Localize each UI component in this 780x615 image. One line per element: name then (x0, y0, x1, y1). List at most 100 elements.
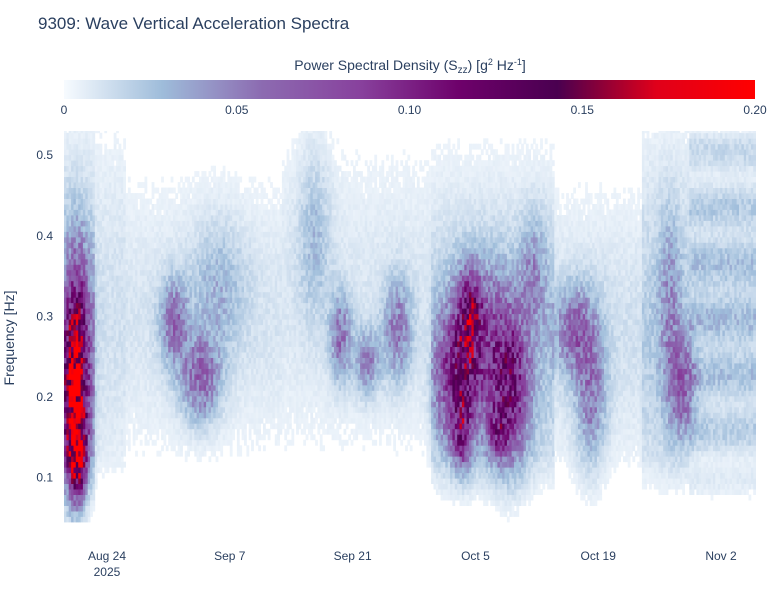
heatmap-cell (213, 275, 216, 282)
heatmap-cell (106, 434, 110, 441)
heatmap-cell (210, 264, 214, 271)
heatmap-cell (248, 231, 252, 238)
heatmap-cell (272, 324, 276, 331)
heatmap-cell (94, 456, 98, 463)
heatmap-cell (213, 445, 216, 452)
heatmap-cell (263, 341, 266, 347)
heatmap-cell (111, 264, 115, 271)
heatmap-cell (64, 220, 67, 227)
heatmap-cell (90, 182, 93, 188)
heatmap-cell (73, 215, 77, 221)
heatmap-cell (85, 478, 89, 484)
heatmap-cell (234, 280, 238, 287)
heatmap-cell (71, 160, 74, 167)
heatmap-cell (189, 335, 193, 342)
heatmap-cell (201, 280, 205, 287)
heatmap-cell (229, 215, 233, 221)
heatmap-cell (139, 346, 143, 353)
heatmap-cell (68, 374, 72, 380)
heatmap-cell (82, 258, 86, 265)
heatmap-cell (127, 236, 131, 243)
heatmap-cell (104, 165, 108, 172)
heatmap-cell (104, 176, 108, 183)
heatmap-cell (106, 319, 110, 326)
heatmap-cell (125, 384, 129, 391)
heatmap-cell (78, 461, 81, 468)
heatmap-cell (127, 204, 131, 210)
heatmap-cell (99, 143, 103, 150)
heatmap-cell (135, 374, 138, 380)
heatmap-cell (71, 297, 74, 304)
heatmap-cell (218, 395, 221, 402)
heatmap-cell (71, 324, 74, 331)
heatmap-cell (279, 379, 283, 386)
heatmap-cell (118, 143, 122, 150)
heatmap-cell (234, 379, 238, 386)
heatmap-cell (255, 357, 259, 364)
heatmap-cell (158, 417, 162, 424)
heatmap-cell (222, 363, 226, 369)
heatmap-cell (118, 324, 122, 331)
heatmap-cell (227, 439, 231, 446)
heatmap-cell (99, 187, 103, 194)
heatmap-cell (236, 264, 240, 271)
heatmap-cell (196, 324, 200, 331)
heatmap-cell (246, 324, 250, 331)
heatmap-cell (232, 417, 235, 424)
heatmap-cell (182, 352, 186, 358)
heatmap-cell (163, 428, 167, 435)
heatmap-cell (101, 182, 105, 188)
heatmap-cell (206, 182, 209, 188)
heatmap-cell (173, 417, 176, 424)
heatmap-cell (196, 280, 200, 287)
heatmap-cell (239, 346, 243, 353)
heatmap-cell (263, 297, 266, 304)
heatmap-cell (68, 461, 72, 468)
heatmap-cell (241, 209, 245, 216)
heatmap-cell (116, 236, 119, 243)
heatmap-cell (260, 412, 264, 419)
heatmap-cell (180, 330, 183, 336)
heatmap-cell (82, 253, 86, 260)
heatmap-cell (229, 395, 233, 402)
heatmap-cell (68, 280, 72, 287)
heatmap-cell (201, 247, 205, 254)
heatmap-cell (75, 264, 79, 271)
heatmap-cell (104, 417, 108, 424)
heatmap-cell (101, 445, 105, 452)
heatmap-cell (151, 439, 155, 446)
heatmap-cell (258, 231, 261, 238)
heatmap-cell (263, 330, 266, 336)
heatmap-cell (71, 423, 74, 430)
heatmap-cell (123, 209, 126, 216)
heatmap-cell (123, 417, 126, 424)
heatmap-cell (90, 275, 93, 282)
heatmap-cell (90, 412, 93, 419)
heatmap-cell (203, 352, 207, 358)
heatmap-cell (229, 258, 233, 265)
heatmap-cell (241, 324, 245, 331)
heatmap-cell (272, 319, 276, 326)
heatmap-cell (127, 187, 131, 194)
heatmap-cell (106, 341, 110, 347)
heatmap-cell (137, 308, 141, 315)
heatmap-cell (80, 319, 84, 326)
heatmap-cell (80, 291, 84, 298)
heatmap-cell (87, 439, 91, 446)
heatmap-cell (139, 280, 143, 287)
heatmap-cell (125, 242, 129, 249)
heatmap-cell (189, 209, 193, 216)
heatmap-cell (161, 302, 164, 309)
heatmap-cell (215, 280, 219, 287)
heatmap-cell (170, 434, 174, 441)
heatmap-cell (199, 231, 202, 238)
heatmap-cell (165, 417, 169, 424)
heatmap-cell (106, 253, 110, 260)
heatmap-cell (118, 236, 122, 243)
heatmap-cell (156, 220, 160, 227)
heatmap-cell (75, 461, 79, 468)
heatmap-cell (189, 406, 193, 413)
heatmap-cell (201, 395, 205, 402)
heatmap-cell (156, 401, 160, 408)
heatmap-cell (272, 215, 276, 221)
